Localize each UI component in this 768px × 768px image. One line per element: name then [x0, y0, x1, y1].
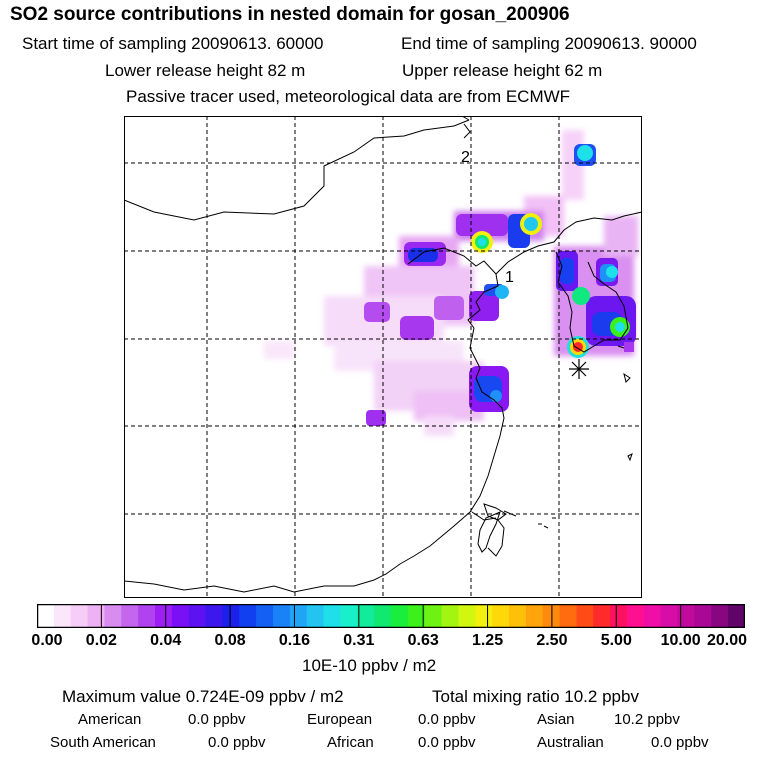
colorbar-cell [53, 604, 72, 628]
maximum-value: Maximum value 0.724E-09 ppbv / m2 [62, 687, 344, 706]
colorbar-cell [593, 604, 611, 628]
south-american-label: South American [50, 734, 156, 751]
american-value: 0.0 ppbv [188, 711, 246, 728]
colorbar-cell [87, 604, 106, 628]
colorbar-cell [289, 604, 308, 628]
colorbar-unit: 10E-10 ppbv / m2 [302, 656, 437, 675]
colorbar-tick-label: 2.50 [536, 632, 568, 649]
colorbar-cell [138, 604, 156, 628]
colorbar-cell [222, 604, 240, 628]
colorbar-tick-label: 5.00 [600, 632, 632, 649]
coastlines [124, 116, 642, 593]
colorbar-tick-label: 0.00 [31, 632, 63, 649]
label-2: 2 [461, 149, 470, 166]
european-label: European [307, 711, 373, 728]
colorbar-cell [441, 604, 460, 628]
colorbar-cell [492, 604, 510, 628]
end-time: End time of sampling 20090613. 90000 [401, 34, 697, 53]
small-islands [538, 345, 633, 529]
south-american-value: 0.0 ppbv [208, 734, 266, 751]
colorbar-tick-label: 0.31 [343, 632, 375, 649]
grid-lines [124, 116, 642, 598]
label-1: 1 [505, 269, 514, 286]
colorbar-cell [525, 604, 544, 628]
colorbar-cell [374, 604, 392, 628]
colorbar-cell [610, 604, 628, 628]
colorbar-cell [37, 604, 55, 628]
colorbar-tick-label: 0.16 [278, 632, 311, 649]
upper-release-height: Upper release height 62 m [402, 61, 603, 80]
colorbar-cell [728, 604, 745, 628]
tracer-note: Passive tracer used, meteorological data… [126, 87, 571, 106]
colorbar-cell [306, 604, 325, 628]
island-outline [477, 511, 501, 553]
colorbar-cell [273, 604, 291, 628]
asian-value: 10.2 ppbv [614, 711, 680, 728]
colorbar-cell [205, 604, 224, 628]
colorbar-cell [458, 604, 476, 628]
colorbar-cell [576, 604, 594, 628]
receptor-star-marker [569, 359, 589, 379]
total-mixing-ratio: Total mixing ratio 10.2 ppbv [432, 687, 639, 706]
colorbar-cell [121, 604, 139, 628]
colorbar-tick-label: 1.25 [471, 632, 504, 649]
colorbar-tick-label: 20.00 [706, 632, 748, 649]
colorbar-cell [239, 604, 257, 628]
colorbar-cell [509, 604, 527, 628]
american-label: American [78, 711, 142, 728]
african-value: 0.0 ppbv [418, 734, 476, 751]
asian-label: Asian [537, 711, 575, 728]
colorbar-cell [643, 604, 662, 628]
colorbar-cell [391, 604, 409, 628]
african-label: African [327, 734, 374, 751]
colorbar-tick-label: 0.02 [85, 632, 117, 649]
colorbar-cell [155, 604, 173, 628]
lower-release-height: Lower release height 82 m [105, 61, 306, 80]
colorbar-cell [711, 604, 729, 628]
colorbar-cells [37, 604, 745, 628]
colorbar-cell [475, 604, 493, 628]
start-time: Start time of sampling 20090613. 60000 [22, 34, 324, 53]
colorbar-cell [424, 604, 443, 628]
map-frame [124, 116, 642, 598]
colorbar-tick-label: 0.08 [214, 632, 246, 649]
source-contribution-map: 2 1 [124, 116, 642, 598]
european-value: 0.0 ppbv [418, 711, 476, 728]
colorbar-cell [188, 604, 207, 628]
colorbar-cell [677, 604, 696, 628]
colorbar-cell [357, 604, 375, 628]
colorbar-cell [559, 604, 578, 628]
colorbar-cell [256, 604, 274, 628]
colorbar-cell [627, 604, 645, 628]
colorbar-cell [104, 604, 122, 628]
colorbar-cell [340, 604, 358, 628]
plot-title: SO2 source contributions in nested domai… [10, 4, 570, 25]
colorbar-cell [70, 604, 89, 628]
australian-label: Australian [537, 734, 604, 751]
colorbar-tick-label: 0.63 [407, 632, 439, 649]
colorbar-tick-label: 0.04 [150, 632, 182, 649]
colorbar-tick-label: 10.00 [660, 632, 701, 649]
colorbar-cell [171, 604, 190, 628]
australian-value: 0.0 ppbv [651, 734, 709, 751]
colorbar [37, 604, 745, 628]
colorbar-dividers [100, 604, 682, 628]
colorbar-cell [407, 604, 426, 628]
colorbar-cell [694, 604, 712, 628]
colorbar-cell [660, 604, 679, 628]
colorbar-cell [323, 604, 342, 628]
